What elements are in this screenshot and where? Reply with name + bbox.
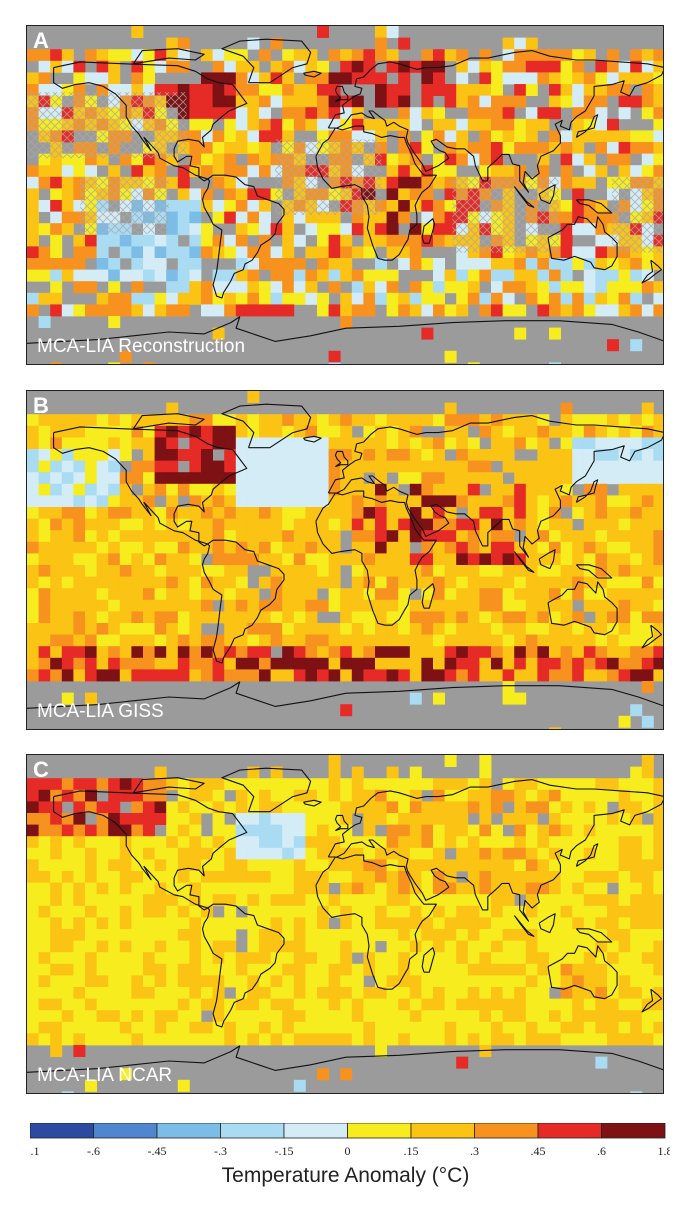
colorbar-swatch: [93, 1123, 158, 1139]
panel-letter-c: C: [33, 757, 49, 782]
colorbar-tick-label: -.3: [214, 1144, 227, 1158]
colorbar-swatch: [601, 1123, 666, 1139]
coastline-overlay: [27, 767, 663, 1073]
colorbar-legend: -2.1 -.6 -.45 -.3 -.15 0 .15 .3 .45 .6 1.8: [30, 1123, 671, 1158]
anomaly-grid-cells: [27, 755, 663, 1093]
panel-letter-a: A: [33, 28, 49, 53]
panel-letter-b: B: [33, 393, 49, 418]
colorbar-tick-label: 1.8: [658, 1144, 671, 1158]
colorbar-swatch: [156, 1123, 221, 1139]
colorbar-tick-label: -.15: [275, 1144, 294, 1158]
colorbar-swatch: [347, 1123, 412, 1139]
colorbar-tick-label: -.45: [148, 1144, 167, 1158]
colorbar-swatch: [410, 1123, 475, 1139]
panel-c-ncar-map: C MCA-LIA NCAR: [26, 754, 664, 1094]
coastline-overlay: [27, 403, 663, 709]
panel-title-a: MCA-LIA Reconstruction: [37, 336, 246, 357]
panel-b-giss-map: B MCA-LIA GISS: [26, 390, 664, 730]
anomaly-grid-cells: [27, 26, 663, 364]
colorbar-tick-label: .3: [470, 1144, 479, 1158]
colorbar-swatch: [537, 1123, 602, 1139]
hatching-overlay: [27, 92, 663, 253]
colorbar-swatch: [474, 1123, 539, 1139]
colorbar-title: Temperature Anomaly (°C): [221, 1164, 470, 1187]
colorbar-tick-label: 0: [345, 1144, 351, 1158]
colorbar-tick-label: .6: [597, 1144, 606, 1158]
panel-title-b: MCA-LIA GISS: [37, 701, 164, 722]
colorbar-tick-label: -2.1: [30, 1144, 40, 1158]
colorbar-tick-label: .15: [404, 1144, 419, 1158]
colorbar-tick-label: -.6: [87, 1144, 100, 1158]
map-grid-b: [27, 391, 663, 729]
colorbar-tick-label: .45: [531, 1144, 546, 1158]
colorbar-swatch: [220, 1123, 285, 1139]
panel-title-c: MCA-LIA NCAR: [37, 1065, 173, 1086]
colorbar-swatch: [30, 1123, 94, 1139]
panel-a-reconstruction-map: A MCA-LIA Reconstruction: [26, 25, 664, 365]
coastline-overlay: [27, 38, 663, 344]
anomaly-grid-cells: [27, 391, 663, 729]
map-grid-c: [27, 755, 663, 1093]
map-grid-a: [27, 26, 663, 364]
colorbar-swatch: [283, 1123, 348, 1139]
